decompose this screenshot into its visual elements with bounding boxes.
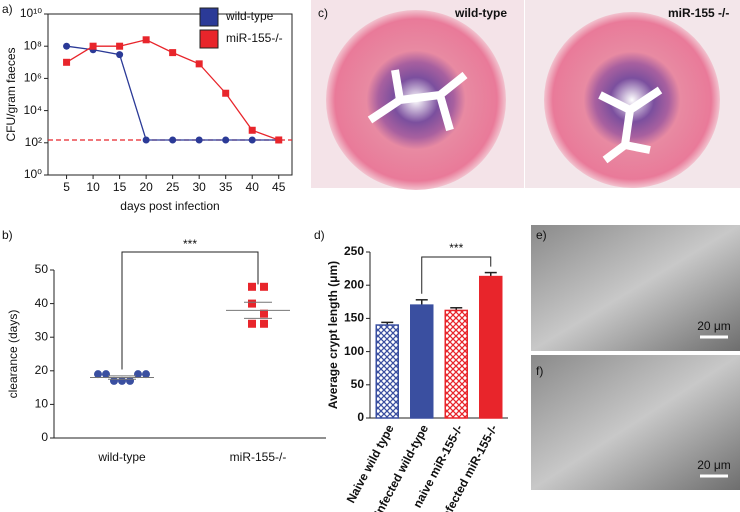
y-tick-label: 150 bbox=[344, 311, 364, 325]
x-tick-label: 5 bbox=[63, 180, 70, 194]
panel-label: b) bbox=[2, 228, 13, 242]
legend-label: wild-type bbox=[225, 9, 274, 23]
dot bbox=[260, 309, 268, 318]
marker bbox=[63, 42, 71, 50]
y-tick-label: 10 bbox=[35, 397, 49, 411]
marker bbox=[169, 49, 177, 57]
marker bbox=[248, 126, 256, 134]
image-label: miR-155 -/- bbox=[668, 6, 729, 20]
bar bbox=[479, 275, 503, 419]
x-tick-label: 30 bbox=[192, 180, 206, 194]
marker bbox=[275, 136, 283, 144]
marker bbox=[142, 136, 150, 144]
sem-image bbox=[531, 355, 740, 490]
x-tick-label: wild-type bbox=[97, 450, 146, 464]
x-axis-label: days post infection bbox=[120, 199, 219, 213]
marker bbox=[169, 136, 177, 144]
y-tick-label: 20 bbox=[35, 363, 49, 377]
y-tick-label: 0 bbox=[357, 410, 364, 424]
histology-panel: c) wild-type miR-155 -/- bbox=[311, 0, 740, 190]
y-tick-label: 10⁰ bbox=[24, 167, 42, 181]
marker bbox=[222, 136, 230, 144]
dot bbox=[248, 319, 256, 328]
panel-label: e) bbox=[536, 228, 547, 242]
dot bbox=[260, 282, 268, 291]
y-tick-label: 50 bbox=[351, 377, 365, 391]
y-tick-label: 30 bbox=[35, 329, 49, 343]
significance-bracket bbox=[121, 251, 259, 370]
dot bbox=[102, 370, 110, 379]
x-tick-label: 40 bbox=[246, 180, 260, 194]
y-tick-label: 40 bbox=[35, 296, 49, 310]
significance: *** bbox=[183, 237, 197, 251]
dot bbox=[260, 319, 268, 328]
significance-bracket bbox=[421, 256, 492, 294]
marker bbox=[116, 51, 124, 59]
y-tick-label: 10² bbox=[25, 135, 42, 149]
plot-frame bbox=[47, 13, 293, 176]
y-tick-label: 200 bbox=[344, 277, 364, 291]
legend-swatch bbox=[199, 29, 219, 49]
dot bbox=[248, 282, 256, 291]
bar bbox=[375, 324, 399, 419]
marker bbox=[116, 42, 124, 50]
x-tick-label: 15 bbox=[113, 180, 127, 194]
panel-label: c) bbox=[318, 6, 328, 20]
x-tick-label: 10 bbox=[86, 180, 100, 194]
bar bbox=[444, 309, 468, 419]
lumen bbox=[598, 86, 663, 164]
y-tick-label: 250 bbox=[344, 244, 364, 258]
y-axis-label: clearance (days) bbox=[6, 310, 20, 399]
marker bbox=[142, 36, 150, 44]
x-tick-label: 35 bbox=[219, 180, 233, 194]
marker bbox=[195, 60, 203, 68]
bar bbox=[410, 304, 434, 419]
x-tick-label: miR-155-/- bbox=[230, 450, 287, 464]
y-tick-label: 0 bbox=[41, 430, 48, 444]
dot bbox=[142, 370, 150, 379]
legend-label: miR-155-/- bbox=[226, 31, 283, 45]
panel-label: d) bbox=[314, 228, 325, 242]
y-tick-label: 10⁸ bbox=[24, 38, 42, 52]
lumen bbox=[367, 69, 468, 132]
y-tick-label: 10⁴ bbox=[23, 103, 42, 117]
y-tick-label: 50 bbox=[35, 262, 49, 276]
marker bbox=[248, 136, 256, 144]
dot bbox=[118, 376, 126, 385]
scale-label: 20 μm bbox=[697, 319, 731, 333]
sem-image bbox=[531, 225, 740, 351]
scale-label: 20 μm bbox=[697, 458, 731, 472]
x-tick-label: 45 bbox=[272, 180, 286, 194]
image-label: wild-type bbox=[454, 6, 507, 20]
series-line bbox=[66, 45, 279, 141]
dot bbox=[126, 376, 134, 385]
y-axis-label: CFU/gram faeces bbox=[4, 47, 18, 141]
panel-label: a) bbox=[2, 2, 13, 16]
dot bbox=[134, 370, 142, 379]
significance: *** bbox=[449, 241, 463, 255]
dot bbox=[110, 376, 118, 385]
marker bbox=[222, 89, 230, 97]
dot bbox=[94, 370, 102, 379]
panel-label: f) bbox=[536, 364, 543, 378]
y-tick-label: 10⁶ bbox=[24, 71, 42, 85]
marker bbox=[89, 42, 97, 50]
x-tick-label: 20 bbox=[139, 180, 153, 194]
marker bbox=[63, 58, 71, 66]
sem-panels: e) f) 20 μm 20 μm bbox=[531, 225, 740, 490]
tissue-section bbox=[544, 12, 720, 188]
marker bbox=[195, 136, 203, 144]
legend-swatch bbox=[199, 7, 219, 27]
dot bbox=[248, 299, 256, 308]
x-tick-label: 25 bbox=[166, 180, 180, 194]
y-tick-label: 10¹⁰ bbox=[20, 6, 42, 20]
y-axis-label: Average crypt length (μm) bbox=[326, 261, 340, 409]
y-tick-label: 100 bbox=[344, 344, 364, 358]
